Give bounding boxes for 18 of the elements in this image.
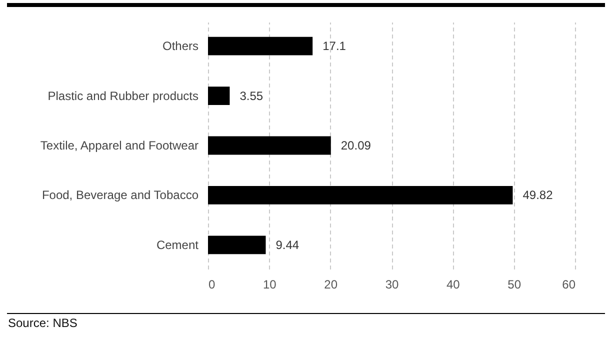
x-tick-label: 50: [508, 278, 522, 292]
x-tick-label: 40: [446, 278, 460, 292]
y-tick-label: Plastic and Rubber products: [48, 88, 198, 103]
y-tick-label: Others: [162, 39, 198, 54]
x-tick-label: 30: [385, 278, 399, 292]
y-tick-label: Cement: [156, 238, 200, 252]
x-tick-label: 60: [562, 278, 576, 292]
data-label: 17.1: [322, 39, 346, 54]
y-tick-label: Textile, Apparel and Footwear: [40, 138, 198, 152]
x-tick-label: 10: [262, 278, 277, 292]
source-note: Source: NBS: [8, 316, 78, 330]
data-label: 3.55: [240, 88, 264, 103]
x-tick-label: 20: [324, 278, 338, 292]
data-label: 9.44: [276, 238, 300, 252]
data-label: 20.09: [340, 138, 372, 152]
y-tick-label: Food, Beverage and Tobacco: [42, 188, 199, 202]
data-label: 49.82: [522, 188, 554, 202]
x-tick-label: 0: [208, 278, 216, 292]
